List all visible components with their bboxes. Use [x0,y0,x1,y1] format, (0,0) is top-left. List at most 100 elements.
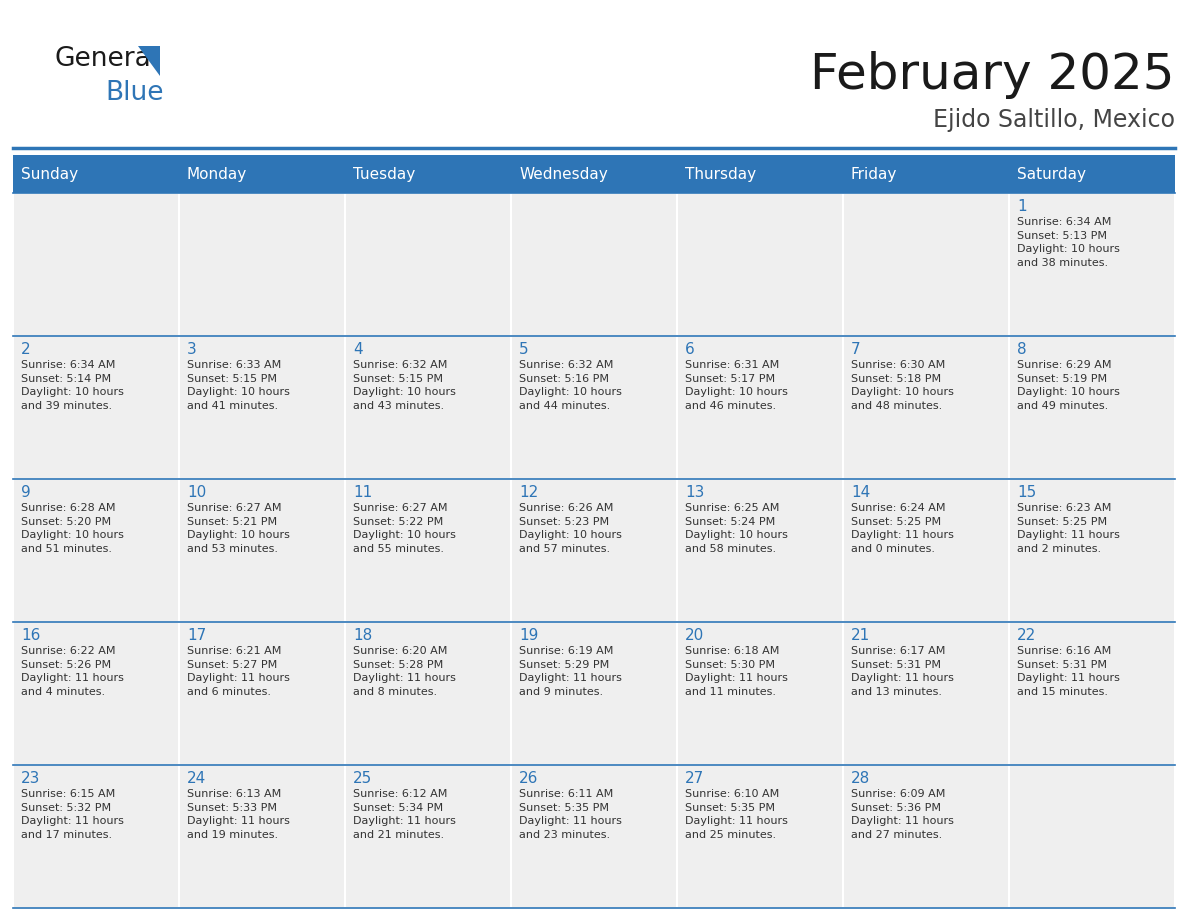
Text: 9: 9 [21,485,31,500]
Bar [511,193,677,336]
Text: 2: 2 [21,342,31,357]
Text: 17: 17 [187,628,207,643]
Text: Sunrise: 6:31 AM
Sunset: 5:17 PM
Daylight: 10 hours
and 46 minutes.: Sunrise: 6:31 AM Sunset: 5:17 PM Dayligh… [685,360,788,410]
Text: Sunrise: 6:32 AM
Sunset: 5:15 PM
Daylight: 10 hours
and 43 minutes.: Sunrise: 6:32 AM Sunset: 5:15 PM Dayligh… [353,360,456,410]
Bar [345,479,511,622]
Text: Monday: Monday [187,166,247,182]
Bar [1009,479,1175,622]
Text: 26: 26 [519,771,538,786]
Text: 21: 21 [851,628,871,643]
Bar [13,336,179,479]
Bar [1009,622,1175,765]
Bar [345,622,511,765]
Text: Sunrise: 6:23 AM
Sunset: 5:25 PM
Daylight: 11 hours
and 2 minutes.: Sunrise: 6:23 AM Sunset: 5:25 PM Dayligh… [1017,503,1120,554]
Bar [1009,765,1175,908]
Text: 18: 18 [353,628,372,643]
Bar [843,193,1009,336]
Text: Sunrise: 6:17 AM
Sunset: 5:31 PM
Daylight: 11 hours
and 13 minutes.: Sunrise: 6:17 AM Sunset: 5:31 PM Dayligh… [851,646,954,697]
Text: Sunrise: 6:15 AM
Sunset: 5:32 PM
Daylight: 11 hours
and 17 minutes.: Sunrise: 6:15 AM Sunset: 5:32 PM Dayligh… [21,789,124,840]
Text: 22: 22 [1017,628,1036,643]
Bar [677,336,843,479]
Bar [345,193,511,336]
Bar [345,765,511,908]
Text: Sunrise: 6:24 AM
Sunset: 5:25 PM
Daylight: 11 hours
and 0 minutes.: Sunrise: 6:24 AM Sunset: 5:25 PM Dayligh… [851,503,954,554]
Text: Sunrise: 6:33 AM
Sunset: 5:15 PM
Daylight: 10 hours
and 41 minutes.: Sunrise: 6:33 AM Sunset: 5:15 PM Dayligh… [187,360,290,410]
Bar [843,765,1009,908]
Bar [13,765,179,908]
Text: Sunrise: 6:21 AM
Sunset: 5:27 PM
Daylight: 11 hours
and 6 minutes.: Sunrise: 6:21 AM Sunset: 5:27 PM Dayligh… [187,646,290,697]
Bar [179,193,345,336]
Bar [677,193,843,336]
Text: 4: 4 [353,342,362,357]
Bar [179,622,345,765]
Text: 16: 16 [21,628,40,643]
Text: Sunrise: 6:34 AM
Sunset: 5:13 PM
Daylight: 10 hours
and 38 minutes.: Sunrise: 6:34 AM Sunset: 5:13 PM Dayligh… [1017,217,1120,268]
Bar [677,622,843,765]
Text: Sunrise: 6:26 AM
Sunset: 5:23 PM
Daylight: 10 hours
and 57 minutes.: Sunrise: 6:26 AM Sunset: 5:23 PM Dayligh… [519,503,621,554]
Text: 5: 5 [519,342,529,357]
Text: 1: 1 [1017,199,1026,214]
Text: Sunrise: 6:20 AM
Sunset: 5:28 PM
Daylight: 11 hours
and 8 minutes.: Sunrise: 6:20 AM Sunset: 5:28 PM Dayligh… [353,646,456,697]
Bar [179,479,345,622]
Text: Sunrise: 6:22 AM
Sunset: 5:26 PM
Daylight: 11 hours
and 4 minutes.: Sunrise: 6:22 AM Sunset: 5:26 PM Dayligh… [21,646,124,697]
Text: 25: 25 [353,771,372,786]
Text: Sunrise: 6:11 AM
Sunset: 5:35 PM
Daylight: 11 hours
and 23 minutes.: Sunrise: 6:11 AM Sunset: 5:35 PM Dayligh… [519,789,621,840]
Text: Sunrise: 6:18 AM
Sunset: 5:30 PM
Daylight: 11 hours
and 11 minutes.: Sunrise: 6:18 AM Sunset: 5:30 PM Dayligh… [685,646,788,697]
Bar [511,622,677,765]
Text: Sunrise: 6:12 AM
Sunset: 5:34 PM
Daylight: 11 hours
and 21 minutes.: Sunrise: 6:12 AM Sunset: 5:34 PM Dayligh… [353,789,456,840]
Bar [843,336,1009,479]
Bar [843,622,1009,765]
Bar [511,479,677,622]
Bar [13,622,179,765]
Text: Sunrise: 6:27 AM
Sunset: 5:21 PM
Daylight: 10 hours
and 53 minutes.: Sunrise: 6:27 AM Sunset: 5:21 PM Dayligh… [187,503,290,554]
Text: General: General [55,46,159,72]
Text: Friday: Friday [851,166,897,182]
Text: Sunrise: 6:28 AM
Sunset: 5:20 PM
Daylight: 10 hours
and 51 minutes.: Sunrise: 6:28 AM Sunset: 5:20 PM Dayligh… [21,503,124,554]
Bar [843,479,1009,622]
Text: 11: 11 [353,485,372,500]
Bar [511,765,677,908]
Text: 7: 7 [851,342,860,357]
Text: 8: 8 [1017,342,1026,357]
Text: Sunrise: 6:09 AM
Sunset: 5:36 PM
Daylight: 11 hours
and 27 minutes.: Sunrise: 6:09 AM Sunset: 5:36 PM Dayligh… [851,789,954,840]
Bar [511,336,677,479]
Text: 23: 23 [21,771,40,786]
Text: Sunrise: 6:34 AM
Sunset: 5:14 PM
Daylight: 10 hours
and 39 minutes.: Sunrise: 6:34 AM Sunset: 5:14 PM Dayligh… [21,360,124,410]
Text: Sunrise: 6:19 AM
Sunset: 5:29 PM
Daylight: 11 hours
and 9 minutes.: Sunrise: 6:19 AM Sunset: 5:29 PM Dayligh… [519,646,621,697]
Text: Sunrise: 6:29 AM
Sunset: 5:19 PM
Daylight: 10 hours
and 49 minutes.: Sunrise: 6:29 AM Sunset: 5:19 PM Dayligh… [1017,360,1120,410]
Text: 6: 6 [685,342,695,357]
Text: 10: 10 [187,485,207,500]
Text: 24: 24 [187,771,207,786]
Bar [13,193,179,336]
Text: Sunday: Sunday [21,166,78,182]
Text: Sunrise: 6:25 AM
Sunset: 5:24 PM
Daylight: 10 hours
and 58 minutes.: Sunrise: 6:25 AM Sunset: 5:24 PM Dayligh… [685,503,788,554]
Text: Thursday: Thursday [685,166,756,182]
Text: Wednesday: Wednesday [519,166,608,182]
Bar [677,765,843,908]
Bar [13,155,1175,193]
Text: 12: 12 [519,485,538,500]
Text: 14: 14 [851,485,871,500]
Polygon shape [138,46,160,76]
Bar [345,336,511,479]
Text: 19: 19 [519,628,538,643]
Bar [179,336,345,479]
Text: Sunrise: 6:32 AM
Sunset: 5:16 PM
Daylight: 10 hours
and 44 minutes.: Sunrise: 6:32 AM Sunset: 5:16 PM Dayligh… [519,360,621,410]
Bar [1009,193,1175,336]
Text: Saturday: Saturday [1017,166,1086,182]
Text: Sunrise: 6:27 AM
Sunset: 5:22 PM
Daylight: 10 hours
and 55 minutes.: Sunrise: 6:27 AM Sunset: 5:22 PM Dayligh… [353,503,456,554]
Text: Sunrise: 6:10 AM
Sunset: 5:35 PM
Daylight: 11 hours
and 25 minutes.: Sunrise: 6:10 AM Sunset: 5:35 PM Dayligh… [685,789,788,840]
Text: Tuesday: Tuesday [353,166,416,182]
Bar [13,479,179,622]
Text: Sunrise: 6:16 AM
Sunset: 5:31 PM
Daylight: 11 hours
and 15 minutes.: Sunrise: 6:16 AM Sunset: 5:31 PM Dayligh… [1017,646,1120,697]
Bar [179,765,345,908]
Text: Sunrise: 6:30 AM
Sunset: 5:18 PM
Daylight: 10 hours
and 48 minutes.: Sunrise: 6:30 AM Sunset: 5:18 PM Dayligh… [851,360,954,410]
Bar [1009,336,1175,479]
Text: Ejido Saltillo, Mexico: Ejido Saltillo, Mexico [933,108,1175,132]
Text: 27: 27 [685,771,704,786]
Text: Sunrise: 6:13 AM
Sunset: 5:33 PM
Daylight: 11 hours
and 19 minutes.: Sunrise: 6:13 AM Sunset: 5:33 PM Dayligh… [187,789,290,840]
Text: 20: 20 [685,628,704,643]
Text: February 2025: February 2025 [810,51,1175,99]
Text: 13: 13 [685,485,704,500]
Text: 28: 28 [851,771,871,786]
